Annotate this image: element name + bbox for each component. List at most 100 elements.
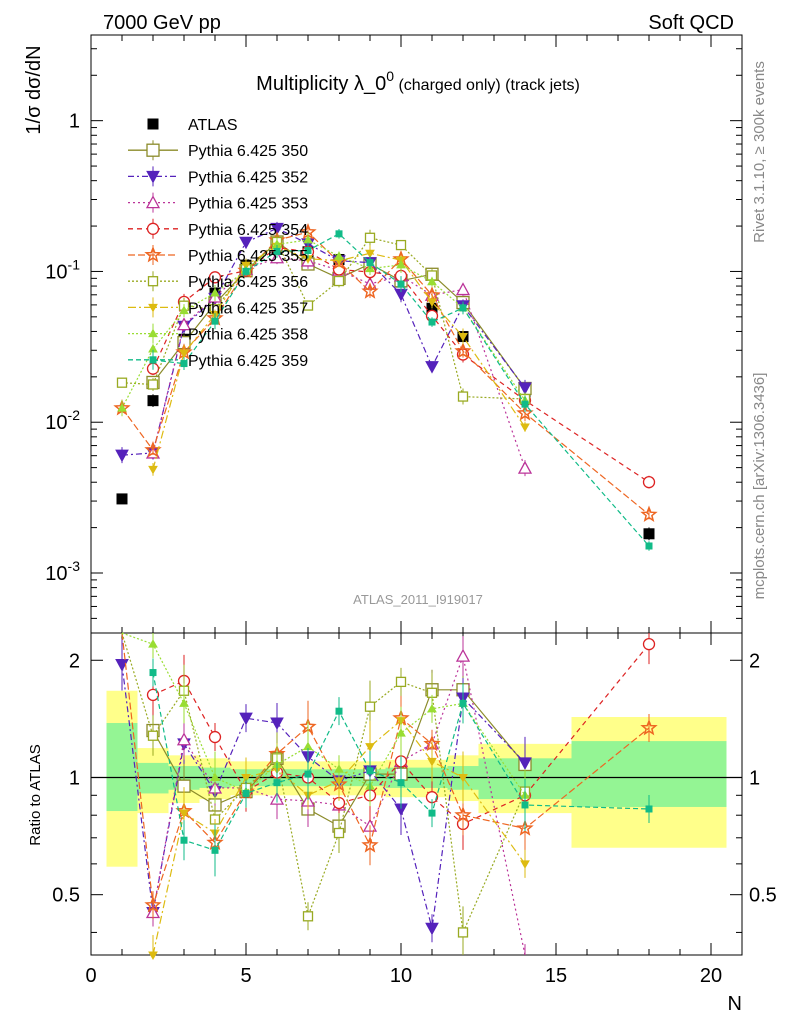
data-point-ratio bbox=[640, 718, 658, 736]
data-point-ratio bbox=[208, 730, 222, 744]
data-point-ratio bbox=[334, 764, 344, 773]
legend-label: Pythia 6.425 355 bbox=[188, 248, 308, 265]
data-point-top bbox=[148, 465, 158, 475]
data-point-top bbox=[364, 232, 376, 243]
data-point-top bbox=[521, 400, 529, 408]
data-point-ratio bbox=[454, 806, 472, 823]
data-point-top bbox=[179, 305, 189, 315]
legend-marker bbox=[144, 245, 162, 263]
data-point-top bbox=[517, 460, 533, 474]
legend-marker bbox=[148, 328, 158, 338]
legend: ATLAS Pythia 6.425 350 Pythia 6.425 352 Pyt… bbox=[128, 117, 308, 370]
legend-label: Pythia 6.425 356 bbox=[188, 274, 308, 291]
plot-frames bbox=[90, 34, 743, 956]
data-point-ratio bbox=[242, 789, 250, 797]
data-point-top bbox=[459, 304, 467, 312]
legend-label: Pythia 6.425 353 bbox=[188, 196, 308, 213]
data-point-ratio bbox=[361, 836, 379, 853]
data-point-ratio bbox=[458, 773, 468, 783]
ratio-plot-frame bbox=[90, 632, 743, 956]
legend-label: Pythia 6.425 352 bbox=[188, 169, 308, 186]
x-tick-label: 15 bbox=[545, 965, 567, 987]
data-point-ratio bbox=[210, 772, 220, 781]
legend-label: Pythia 6.425 357 bbox=[188, 300, 308, 317]
legend-entry: Pythia 6.425 354 bbox=[128, 218, 308, 239]
legend-entry: Pythia 6.425 353 bbox=[128, 192, 308, 213]
data-point-ratio bbox=[179, 698, 189, 707]
data-point-ratio bbox=[176, 732, 192, 746]
data-point-top bbox=[428, 318, 436, 326]
y-tick-label-ratio-left: 2 bbox=[69, 650, 80, 672]
data-point-top bbox=[117, 403, 127, 412]
data-point-top bbox=[210, 287, 220, 297]
y-tick-label-top: 1 bbox=[69, 111, 80, 133]
data-point-ratio bbox=[645, 805, 653, 813]
x-tick-label: 20 bbox=[700, 965, 722, 987]
legend-entry: Pythia 6.425 357 bbox=[128, 297, 308, 318]
legend-marker bbox=[146, 143, 160, 157]
data-point-top bbox=[640, 505, 658, 522]
data-point-top bbox=[273, 247, 281, 255]
data-point-top bbox=[335, 230, 343, 238]
y-tick-label-top: 10-2 bbox=[45, 407, 80, 434]
axis-ticks: 0 5 10 15 20 10-3 10-2 10-1 1 0.5 0.5 1 1 2 2 bbox=[45, 35, 777, 987]
x-axis-label: N bbox=[728, 993, 742, 1015]
data-point-ratio bbox=[148, 951, 158, 961]
x-tick-label: 5 bbox=[240, 965, 251, 987]
data-point-top bbox=[144, 441, 162, 458]
data-point-ratio bbox=[425, 922, 439, 936]
legend-marker bbox=[149, 356, 157, 364]
data-point-ratio bbox=[179, 809, 189, 819]
data-point-top bbox=[176, 317, 192, 331]
y-tick-label-ratio-left: 0.5 bbox=[52, 885, 80, 907]
data-point-top bbox=[520, 423, 530, 432]
data-point-top bbox=[304, 246, 312, 254]
chart-title-suffix: (charged only) (track jets) bbox=[394, 77, 580, 94]
data-point-top bbox=[396, 259, 406, 269]
y-tick-label-ratio-left: 1 bbox=[69, 767, 80, 789]
ratio-band-green bbox=[137, 762, 169, 794]
data-point-top bbox=[395, 239, 407, 251]
data-point-ratio bbox=[427, 703, 437, 713]
data-point-top bbox=[333, 275, 345, 287]
mcplots-reference-label: mcplots.cern.ch [arXiv:1306.3436] bbox=[751, 373, 768, 600]
data-point-ratio bbox=[273, 779, 281, 787]
data-point-ratio bbox=[365, 743, 375, 752]
chart-title-superscript: 0 bbox=[386, 68, 394, 84]
data-point-ratio bbox=[144, 896, 162, 913]
data-point-ratio bbox=[147, 730, 159, 741]
data-point-ratio bbox=[455, 648, 471, 662]
legend-marker bbox=[147, 276, 159, 287]
data-point-top bbox=[457, 391, 469, 402]
data-point-top bbox=[147, 379, 159, 390]
data-point-ratio bbox=[146, 688, 160, 702]
legend-label: Pythia 6.425 354 bbox=[188, 222, 308, 239]
data-point-top bbox=[147, 395, 159, 407]
data-point-ratio bbox=[302, 911, 314, 922]
analysis-watermark: ATLAS_2011_I919017 bbox=[353, 592, 483, 607]
series-line-top bbox=[121, 237, 526, 400]
y-axis-label-top: 1/σ dσ/dN bbox=[23, 45, 45, 134]
series-line-ratio bbox=[152, 719, 526, 956]
y-tick-label-ratio-right: 0.5 bbox=[749, 885, 777, 907]
data-point-ratio bbox=[518, 757, 532, 770]
legend-entry: Pythia 6.425 356 bbox=[128, 271, 308, 292]
data-point-top bbox=[179, 349, 189, 359]
legend-entry: ATLAS bbox=[147, 117, 238, 134]
data-point-ratio bbox=[520, 860, 530, 869]
data-point-top bbox=[366, 259, 374, 267]
data-point-top bbox=[242, 267, 250, 275]
data-point-top bbox=[302, 300, 314, 311]
data-point-top bbox=[361, 282, 379, 299]
data-point-ratio bbox=[148, 639, 158, 648]
data-point-ratio bbox=[521, 801, 529, 809]
data-point-ratio bbox=[428, 809, 436, 817]
data-point-top bbox=[334, 251, 344, 260]
data-point-ratio bbox=[180, 836, 188, 844]
data-point-ratio bbox=[239, 712, 253, 726]
data-point-ratio bbox=[366, 767, 374, 775]
data-point-top bbox=[211, 317, 219, 325]
data-point-top bbox=[115, 449, 129, 463]
legend-label: ATLAS bbox=[188, 117, 238, 134]
data-point-top bbox=[270, 222, 284, 236]
